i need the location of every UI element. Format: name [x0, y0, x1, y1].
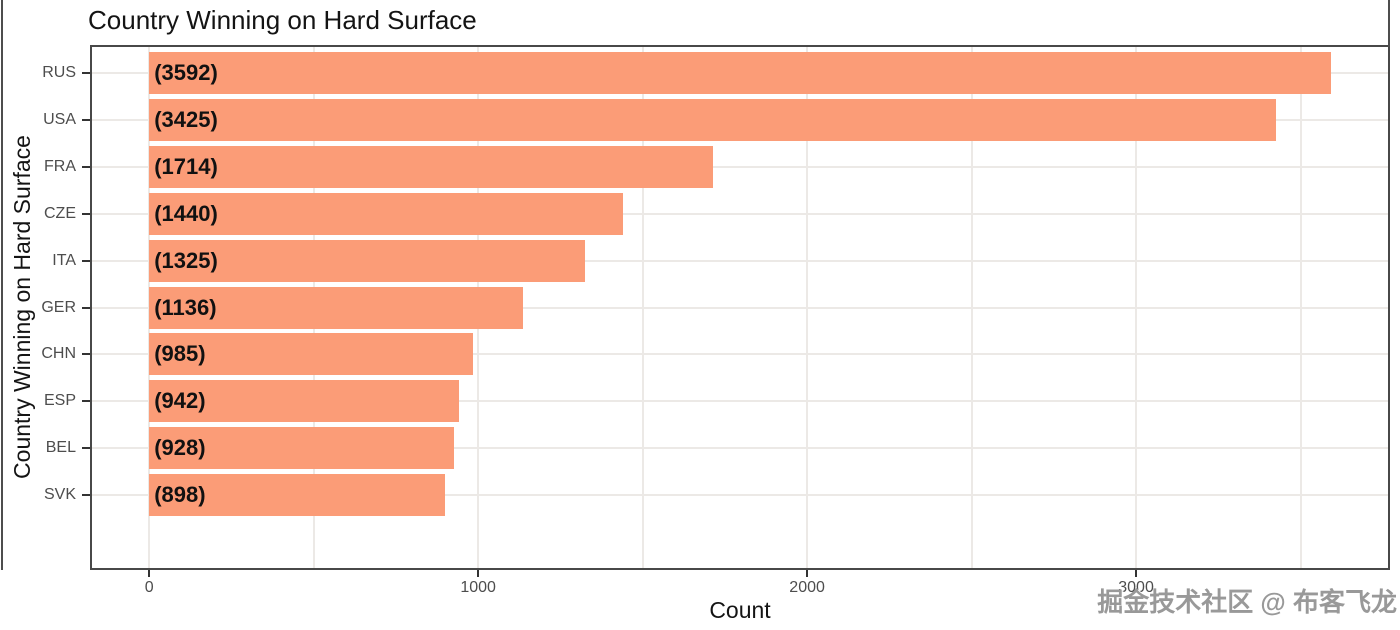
watermark-text: 掘金技术社区 @ 布客飞龙 [1097, 587, 1397, 617]
y-axis-tick-label: ITA [52, 251, 76, 269]
y-axis-tick-label: FRA [44, 157, 76, 175]
y-axis-tick [82, 447, 90, 450]
x-axis-tick [148, 570, 151, 577]
gridline-horizontal [90, 353, 1390, 356]
x-axis-tick [1135, 570, 1138, 577]
y-axis-tick [82, 400, 90, 403]
x-axis-tick [806, 570, 809, 577]
gridline-horizontal [90, 306, 1390, 309]
y-axis-tick-label: CHN [41, 345, 76, 363]
y-axis-tick [82, 165, 90, 168]
plot-panel: (3592) (3425) (1714) (1440) (1325) (1136) (985… [90, 45, 1390, 570]
bar [149, 474, 445, 516]
y-axis-tick [82, 494, 90, 496]
bar-value-label: (3425) [154, 107, 218, 132]
y-axis-tick-label: SVK [43, 486, 76, 503]
gridline-vertical [641, 45, 644, 570]
y-axis-tick-label: ESP [43, 392, 76, 410]
y-axis-tick [82, 212, 90, 215]
bar-value-label: (1714) [154, 153, 218, 179]
gridline-horizontal [90, 212, 1390, 215]
bar [149, 52, 1331, 95]
x-axis-title: Count [709, 597, 771, 623]
y-axis-tick-label: RUS [42, 64, 76, 82]
gridline-horizontal [90, 259, 1390, 262]
y-axis-tick-label: CZE [44, 204, 76, 222]
y-axis-tick [82, 353, 90, 356]
bar-value-label: (898) [154, 482, 206, 507]
gridline-vertical [1299, 45, 1302, 570]
left-edge-line [1, 0, 3, 570]
y-axis-tick [82, 259, 90, 262]
gridline-vertical [1135, 45, 1138, 570]
gridline-horizontal [90, 494, 1390, 496]
bar-value-label: (942) [154, 388, 206, 414]
chart-title: Country Winning on Hard Surface [88, 5, 477, 35]
right-edge-line [1388, 0, 1390, 47]
gridline-horizontal [90, 400, 1390, 403]
bar [149, 380, 460, 423]
bar [149, 99, 1276, 141]
y-axis-tick [82, 119, 90, 121]
y-axis-tick-label: GER [41, 298, 76, 316]
bar-value-label: (928) [154, 435, 206, 461]
x-axis-tick-label: 1000 [460, 579, 496, 596]
x-axis-tick-label: 2000 [789, 579, 825, 596]
bar [149, 239, 586, 282]
bar-value-label: (1136) [154, 294, 217, 320]
gridline-vertical [806, 45, 809, 570]
y-axis-tick-label: USA [43, 111, 76, 128]
gridline-vertical [970, 45, 973, 570]
y-axis-tick-label: BEL [45, 439, 76, 457]
bar-value-label: (1325) [154, 247, 218, 273]
bar [149, 145, 714, 188]
gridline-horizontal [90, 165, 1390, 168]
x-axis-tick-label: 3000 [1118, 579, 1154, 596]
y-axis-tick [82, 306, 90, 309]
y-axis-tick [82, 72, 90, 75]
bar [149, 427, 455, 470]
bar [149, 286, 523, 329]
bar-value-label: (1440) [154, 200, 218, 226]
bar-value-label: (3592) [154, 60, 218, 86]
x-axis-tick-label: 0 [144, 579, 154, 596]
bar-value-label: (985) [154, 341, 206, 367]
bar [149, 333, 474, 376]
x-axis-tick [477, 570, 480, 577]
bar [149, 192, 623, 235]
gridline-horizontal [90, 447, 1390, 450]
